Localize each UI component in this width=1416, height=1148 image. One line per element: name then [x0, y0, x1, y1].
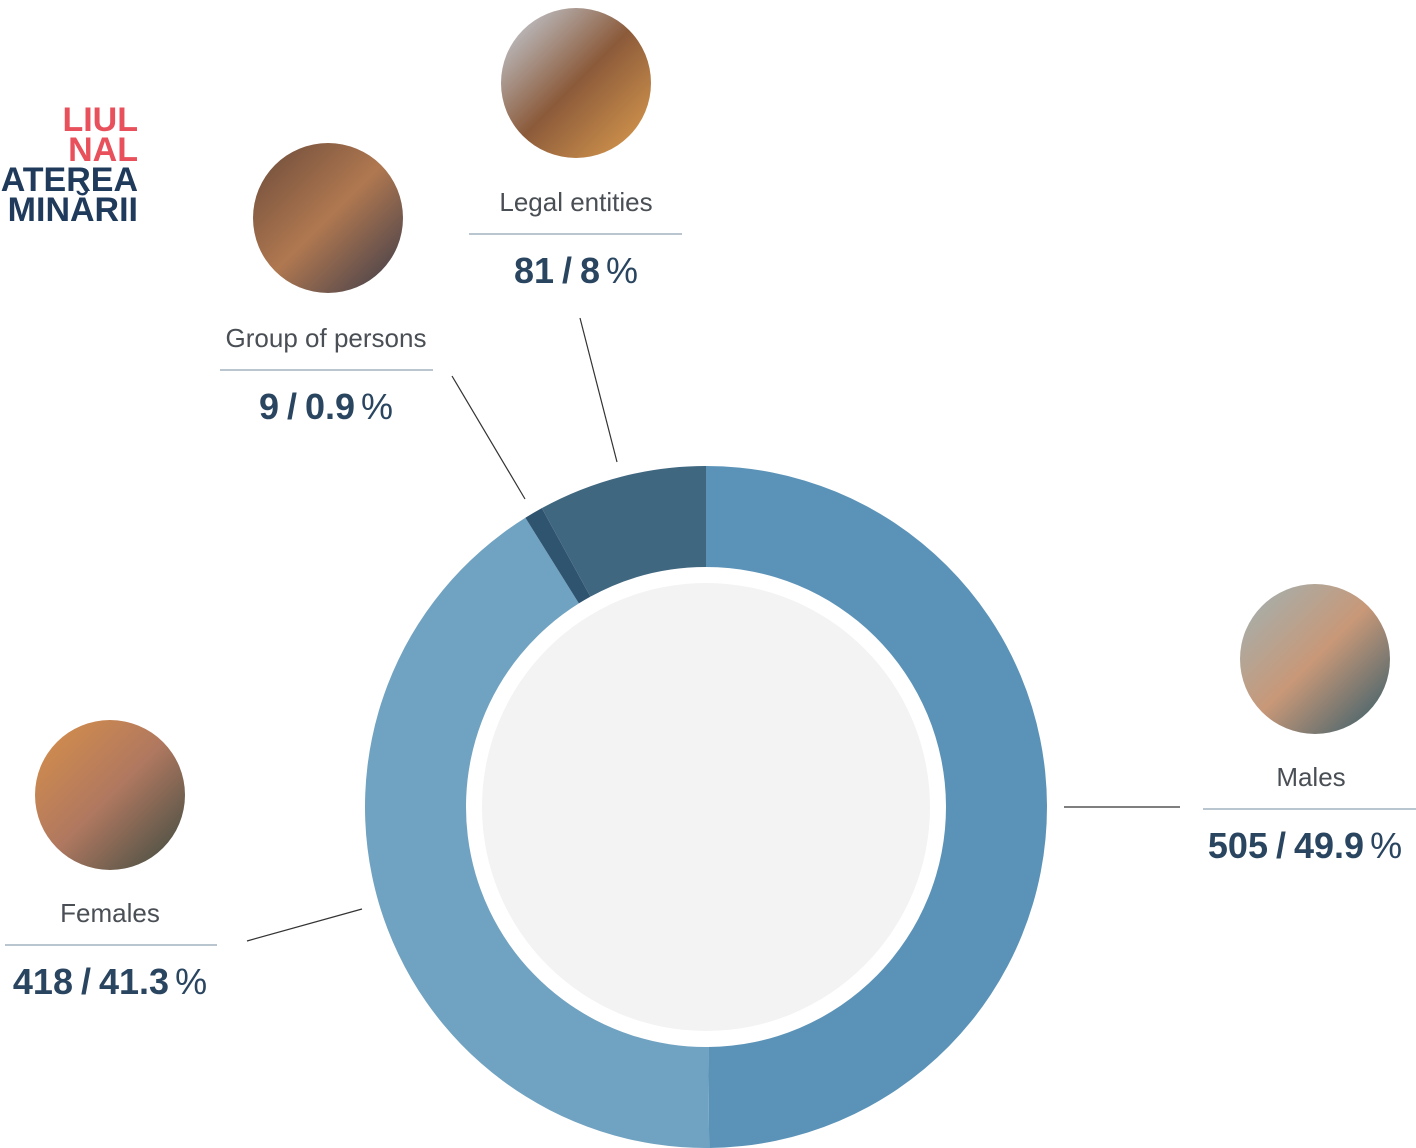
logo-line: MINĂRII — [8, 191, 138, 229]
category-label: Females — [60, 898, 160, 928]
value-label: 9/0.9% — [259, 386, 393, 427]
percentage: 49.9 — [1294, 825, 1364, 866]
separator: / — [287, 386, 297, 427]
category-label: Males — [1276, 762, 1345, 792]
logo-line: LIUL — [62, 101, 138, 139]
category-label: Legal entities — [499, 187, 652, 217]
unit: % — [175, 961, 207, 1002]
logo-line: NAL — [68, 131, 138, 169]
value-label: 505/49.9% — [1208, 825, 1402, 866]
photo-group-of-persons — [253, 143, 403, 293]
percentage: 41.3 — [99, 961, 169, 1002]
value-label: 81/8% — [514, 250, 638, 291]
category-label: Group of persons — [226, 323, 427, 353]
donut — [364, 466, 1047, 1148]
separator: / — [562, 250, 572, 291]
photo-females — [35, 720, 185, 870]
separator: / — [81, 961, 91, 1002]
percentage: 0.9 — [305, 386, 355, 427]
donut-slice — [706, 466, 1047, 1148]
donut-slice — [525, 508, 591, 604]
count: 81 — [514, 250, 554, 291]
value-label: 418/41.3% — [13, 961, 207, 1002]
count: 505 — [1208, 825, 1268, 866]
donut-center — [482, 583, 930, 1031]
leader-line — [451, 375, 526, 500]
leader-line — [579, 317, 618, 463]
photo-males — [1240, 584, 1390, 734]
leader-lines — [246, 317, 1180, 942]
percentage: 8 — [580, 250, 600, 291]
count: 418 — [13, 961, 73, 1002]
count: 9 — [259, 386, 279, 427]
unit: % — [606, 250, 638, 291]
logo-line: ATEREA — [1, 161, 138, 199]
unit: % — [361, 386, 393, 427]
donut-slice — [541, 466, 706, 597]
donut-slice — [364, 517, 710, 1148]
photo-legal-entities — [501, 8, 651, 158]
leader-line — [246, 908, 363, 942]
separator: / — [1276, 825, 1286, 866]
unit: % — [1370, 825, 1402, 866]
